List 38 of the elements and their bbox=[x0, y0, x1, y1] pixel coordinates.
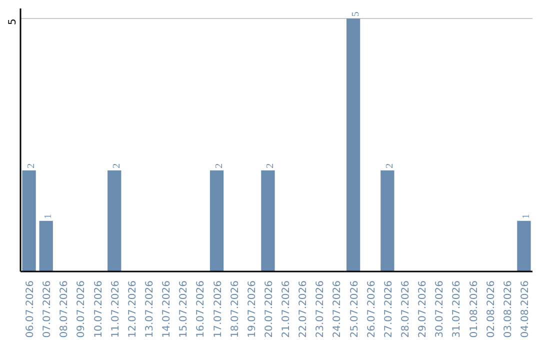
x-tick-label: 13.07.2026 bbox=[144, 280, 156, 338]
data-label: 1 bbox=[520, 214, 532, 219]
x-tick-label: 26.07.2026 bbox=[366, 280, 378, 338]
x-tick-label: 14.07.2026 bbox=[162, 280, 173, 338]
x-tick-label: 15.07.2026 bbox=[178, 280, 190, 338]
x-tick-label: 28.07.2026 bbox=[400, 280, 412, 338]
x-tick-label: 12.07.2026 bbox=[127, 280, 138, 338]
x-tick-label: 03.08.2026 bbox=[502, 280, 514, 338]
x-tick-label: 24.07.2026 bbox=[332, 280, 344, 338]
x-tick-label: 22.07.2026 bbox=[298, 280, 310, 338]
x-tick-label: 18.07.2026 bbox=[230, 280, 241, 338]
x-tick-label: 09.07.2026 bbox=[76, 280, 88, 338]
x-tick-label: 25.07.2026 bbox=[349, 280, 360, 338]
data-label: 2 bbox=[26, 163, 38, 168]
x-tick-label: 08.07.2026 bbox=[59, 280, 70, 338]
data-label: 2 bbox=[264, 163, 276, 168]
x-tick-label: 11.07.2026 bbox=[110, 280, 122, 338]
x-tick-label: 23.07.2026 bbox=[315, 280, 326, 338]
data-label: 1 bbox=[43, 214, 54, 219]
x-tick-label: 16.07.2026 bbox=[196, 280, 207, 338]
x-tick-label: 29.07.2026 bbox=[418, 280, 429, 338]
x-tick-label: 07.07.2026 bbox=[42, 280, 54, 338]
x-tick-label: 10.07.2026 bbox=[93, 280, 104, 338]
x-tick-label: 02.08.2026 bbox=[486, 280, 497, 338]
data-label: 2 bbox=[214, 163, 225, 168]
data-label: 2 bbox=[384, 163, 396, 168]
x-tick-label: 17.07.2026 bbox=[212, 280, 224, 338]
x-tick-label: 20.07.2026 bbox=[264, 280, 275, 338]
x-tick-label: 19.07.2026 bbox=[246, 280, 258, 338]
x-tick-label: 06.07.2026 bbox=[25, 280, 36, 338]
x-tick-label: 01.08.2026 bbox=[468, 280, 480, 338]
data-label: 2 bbox=[111, 163, 122, 168]
x-tick-label: 30.07.2026 bbox=[434, 280, 446, 338]
data-label: 5 bbox=[350, 12, 362, 17]
x-tick-label: 21.07.2026 bbox=[281, 280, 292, 338]
x-tick-label: 27.07.2026 bbox=[383, 280, 394, 338]
x-tick-label: 04.08.2026 bbox=[520, 280, 531, 338]
x-tick-label: 31.07.2026 bbox=[452, 280, 463, 338]
